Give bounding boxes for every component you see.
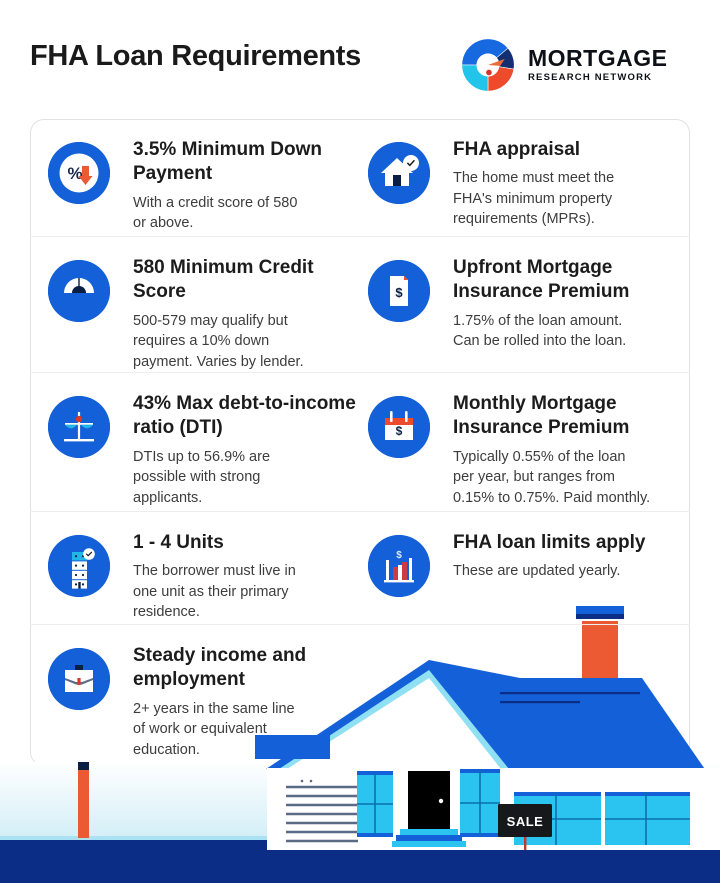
svg-text:SALE: SALE [507,814,544,829]
svg-text:$: $ [395,285,403,300]
svg-text:$: $ [396,550,402,561]
svg-text:%: % [67,164,82,183]
svg-text:$: $ [396,424,403,438]
